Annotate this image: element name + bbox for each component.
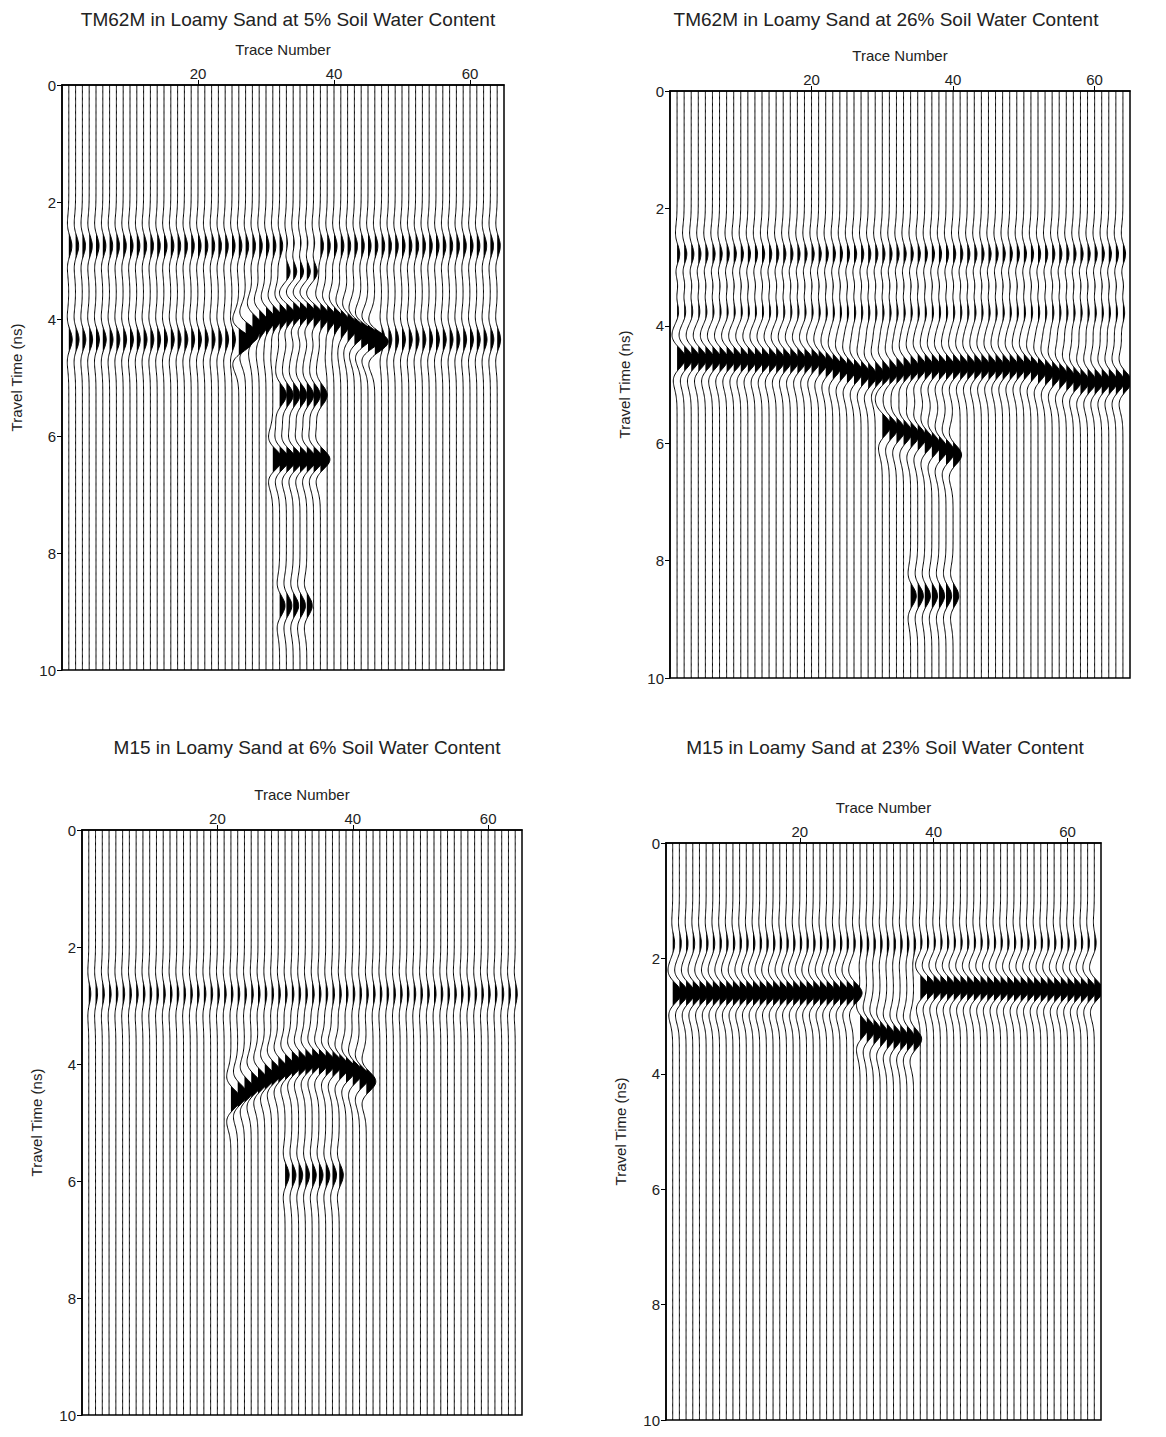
svg-text:0: 0 xyxy=(68,822,76,839)
svg-text:10: 10 xyxy=(39,662,56,679)
svg-text:M15 in Loamy Sand at 23% Soil: M15 in Loamy Sand at 23% Soil Water Cont… xyxy=(686,737,1084,758)
svg-text:40: 40 xyxy=(326,65,343,82)
svg-text:0: 0 xyxy=(652,835,660,852)
svg-text:10: 10 xyxy=(647,670,664,687)
svg-text:8: 8 xyxy=(652,1296,660,1313)
svg-text:20: 20 xyxy=(209,810,226,827)
svg-text:8: 8 xyxy=(48,545,56,562)
svg-text:40: 40 xyxy=(945,71,962,88)
svg-text:2: 2 xyxy=(48,194,56,211)
svg-text:2: 2 xyxy=(652,950,660,967)
svg-text:TM62M in Loamy Sand at 26% Soi: TM62M in Loamy Sand at 26% Soil Water Co… xyxy=(674,9,1100,30)
svg-text:2: 2 xyxy=(68,939,76,956)
svg-text:60: 60 xyxy=(1086,71,1103,88)
svg-text:Travel Time (ns): Travel Time (ns) xyxy=(28,1069,45,1177)
svg-text:Trace Number: Trace Number xyxy=(836,799,931,816)
svg-text:20: 20 xyxy=(803,71,820,88)
svg-text:8: 8 xyxy=(68,1290,76,1307)
svg-text:40: 40 xyxy=(344,810,361,827)
svg-text:2: 2 xyxy=(656,200,664,217)
svg-text:Trace Number: Trace Number xyxy=(254,786,349,803)
svg-text:6: 6 xyxy=(48,428,56,445)
svg-text:Travel Time (ns): Travel Time (ns) xyxy=(612,1078,629,1186)
svg-text:60: 60 xyxy=(462,65,479,82)
svg-text:10: 10 xyxy=(59,1407,76,1424)
svg-text:60: 60 xyxy=(1059,823,1076,840)
svg-text:4: 4 xyxy=(48,311,56,328)
svg-text:6: 6 xyxy=(652,1181,660,1198)
svg-text:20: 20 xyxy=(190,65,207,82)
svg-text:20: 20 xyxy=(792,823,809,840)
svg-text:6: 6 xyxy=(68,1173,76,1190)
svg-text:40: 40 xyxy=(925,823,942,840)
svg-text:M15 in Loamy Sand at 6% Soil W: M15 in Loamy Sand at 6% Soil Water Conte… xyxy=(114,737,502,758)
svg-text:Travel Time (ns): Travel Time (ns) xyxy=(8,324,25,432)
svg-text:Travel Time (ns): Travel Time (ns) xyxy=(616,331,633,439)
svg-text:0: 0 xyxy=(48,77,56,94)
svg-text:10: 10 xyxy=(643,1412,660,1429)
svg-text:Trace Number: Trace Number xyxy=(852,47,947,64)
svg-text:60: 60 xyxy=(480,810,497,827)
svg-text:4: 4 xyxy=(68,1056,76,1073)
svg-text:6: 6 xyxy=(656,435,664,452)
svg-text:TM62M in Loamy Sand at 5% Soil: TM62M in Loamy Sand at 5% Soil Water Con… xyxy=(81,9,496,30)
svg-text:Trace Number: Trace Number xyxy=(235,41,330,58)
svg-text:0: 0 xyxy=(656,83,664,100)
svg-text:4: 4 xyxy=(656,317,664,334)
svg-text:4: 4 xyxy=(652,1065,660,1082)
svg-text:8: 8 xyxy=(656,552,664,569)
